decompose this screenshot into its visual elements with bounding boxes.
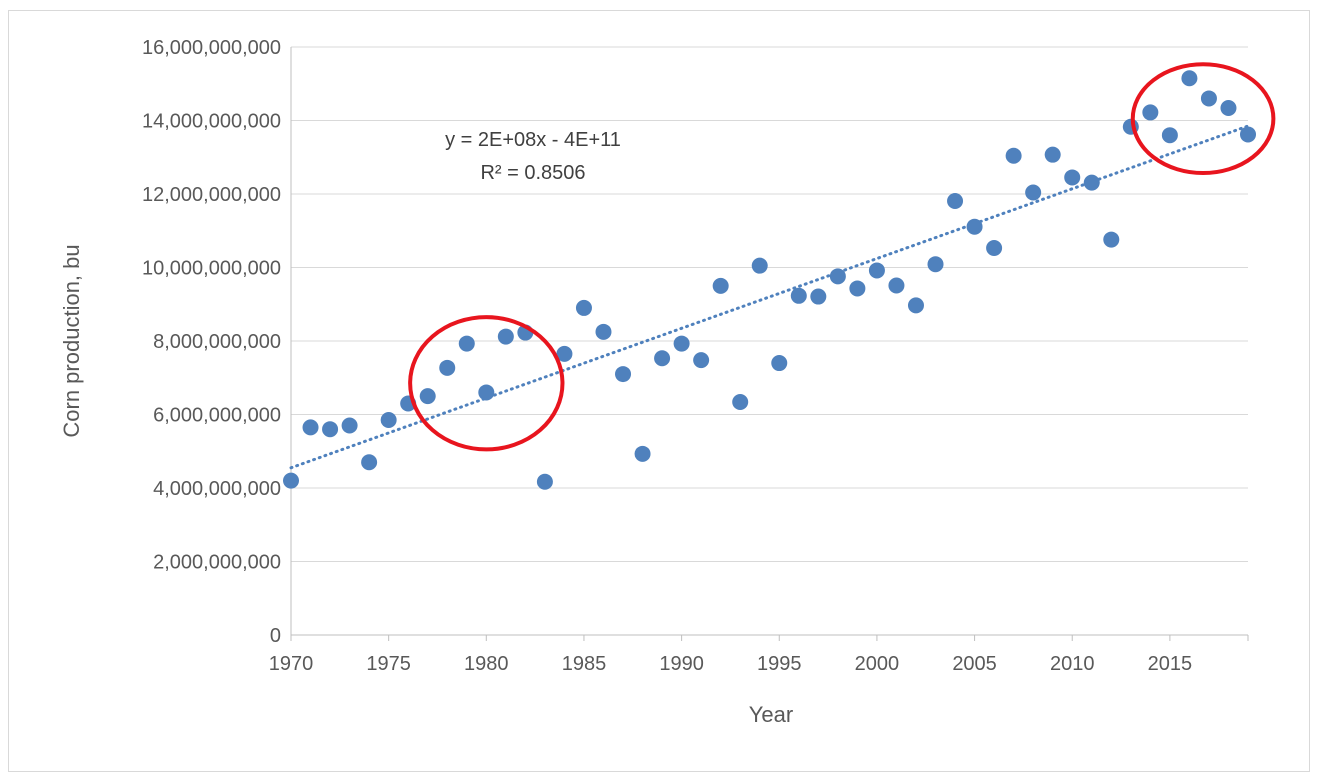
x-tick-label: 1970 (269, 653, 314, 675)
data-point (771, 355, 788, 372)
data-point (790, 287, 807, 304)
data-point (458, 335, 475, 352)
data-point (1103, 231, 1120, 248)
y-tick-label: 4,000,000,000 (153, 478, 281, 500)
y-axis: 0 2,000,000,000 4,000,000,000 6,000,000,000… (142, 37, 292, 647)
x-axis-title: Year (749, 702, 793, 727)
data-point (615, 366, 632, 383)
data-point (536, 473, 553, 490)
data-point (341, 417, 358, 434)
y-tick-label: 6,000,000,000 (153, 405, 281, 427)
data-point (907, 297, 924, 314)
data-point (1240, 126, 1256, 143)
data-point (810, 288, 827, 305)
data-point (575, 299, 592, 316)
data-point (1083, 174, 1100, 191)
data-point (1220, 100, 1237, 117)
data-point (966, 218, 983, 235)
y-tick-label: 2,000,000,000 (153, 552, 281, 574)
data-point (673, 335, 690, 352)
x-axis: 1970 1975 1980 1985 1990 1995 2000 2005 2010 2015 (269, 634, 1249, 675)
r-squared-label: R² = 0.8506 (480, 162, 585, 184)
data-point (868, 262, 885, 279)
data-point (693, 352, 710, 369)
data-point (927, 256, 944, 273)
data-point (1064, 169, 1081, 186)
data-point (1200, 90, 1217, 107)
data-point (1142, 104, 1159, 121)
x-tick-label: 2005 (952, 653, 997, 675)
data-point (634, 445, 651, 462)
y-tick-label: 16,000,000,000 (142, 37, 281, 59)
highlight-circle (1130, 62, 1276, 176)
highlight-circle (408, 315, 565, 452)
data-point (849, 280, 866, 297)
data-points (283, 70, 1256, 490)
data-point (986, 240, 1003, 257)
data-point (1044, 146, 1061, 163)
data-point (556, 345, 573, 362)
chart-frame (8, 10, 1310, 772)
data-point (361, 454, 378, 471)
y-tick-label: 14,000,000,000 (142, 111, 281, 133)
x-tick-label: 1995 (757, 653, 802, 675)
gridlines (291, 46, 1248, 562)
x-tick-label: 2010 (1050, 653, 1095, 675)
y-tick-label: 12,000,000,000 (142, 184, 281, 206)
trendline (289, 124, 1250, 470)
data-point (478, 384, 495, 401)
trendline-line (289, 124, 1250, 470)
trendline-equation: y = 2E+08x - 4E+11 (445, 129, 621, 151)
x-tick-label: 2000 (855, 653, 900, 675)
data-point (732, 394, 749, 411)
y-tick-label: 8,000,000,000 (153, 331, 281, 353)
data-point (595, 323, 612, 340)
data-point (380, 412, 397, 429)
data-point (322, 421, 339, 438)
data-point (829, 268, 846, 285)
x-tick-label: 1980 (464, 653, 509, 675)
data-point (654, 350, 671, 367)
data-point (1181, 70, 1198, 87)
data-point (751, 257, 768, 274)
highlight-circles (408, 62, 1276, 452)
x-tick-label: 1990 (659, 653, 704, 675)
data-point (302, 419, 319, 436)
y-axis-title: Corn production, bu (59, 244, 84, 437)
data-point (419, 388, 436, 405)
data-point (497, 328, 514, 345)
data-point (1005, 147, 1022, 164)
x-tick-label: 2015 (1148, 653, 1193, 675)
data-point (1161, 127, 1178, 144)
x-tick-label: 1985 (562, 653, 607, 675)
y-tick-label: 10,000,000,000 (142, 258, 281, 280)
data-point (439, 359, 456, 376)
data-point (1025, 184, 1042, 201)
data-point (947, 192, 964, 209)
y-tick-label: 0 (270, 625, 281, 647)
data-point (888, 277, 905, 294)
x-tick-label: 1975 (366, 653, 411, 675)
data-point (283, 472, 299, 489)
data-point (712, 277, 729, 294)
